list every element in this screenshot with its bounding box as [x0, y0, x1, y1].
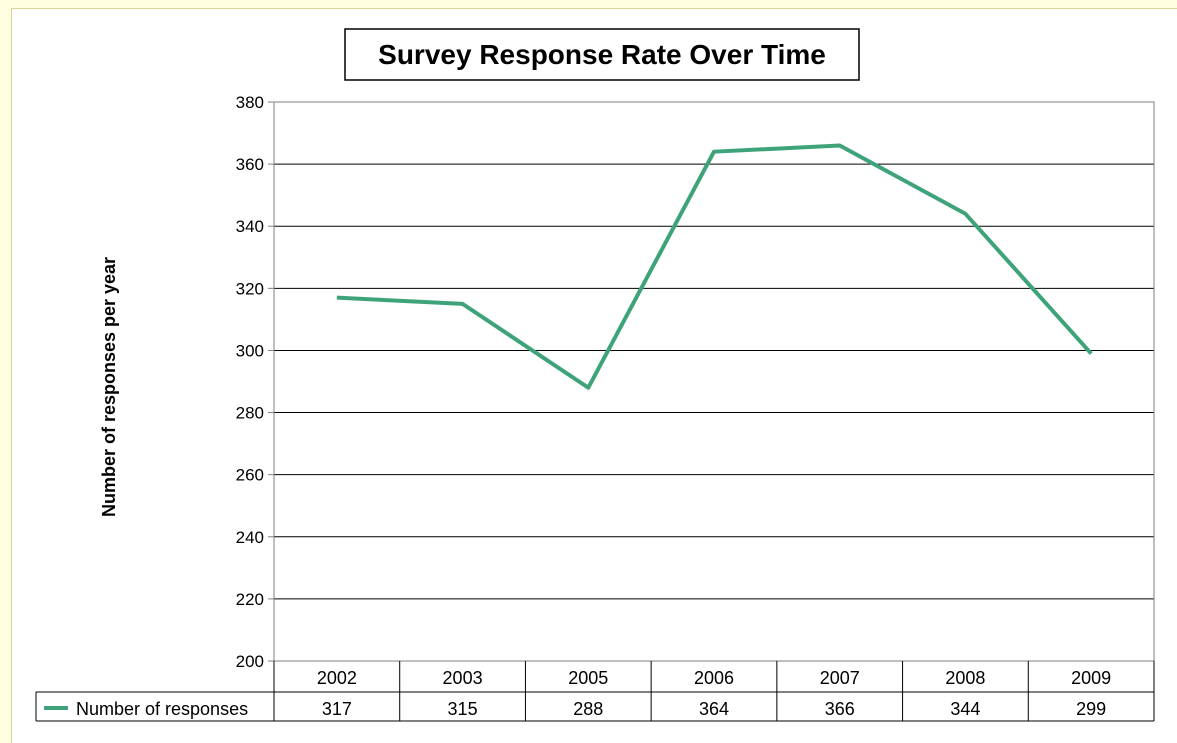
data-label: 315 — [448, 699, 478, 719]
x-tick-label: 2007 — [820, 668, 860, 688]
x-tick-label: 2005 — [568, 668, 608, 688]
data-label: 366 — [825, 699, 855, 719]
y-tick-label: 300 — [236, 341, 264, 360]
y-tick-labels: 200 220 240 260 280 300 320 340 360 380 — [236, 93, 264, 671]
y-tick-label: 320 — [236, 279, 264, 298]
y-axis-label: Number of responses per year — [99, 257, 119, 517]
x-tick-label: 2006 — [694, 668, 734, 688]
plot-area-border — [273, 101, 1155, 662]
chart-title: Survey Response Rate Over Time — [378, 39, 826, 70]
y-tick-label: 340 — [236, 217, 264, 236]
y-tick-label: 260 — [236, 466, 264, 485]
x-tick-label: 2003 — [443, 668, 483, 688]
gridlines — [268, 101, 1154, 662]
x-tick-label: 2009 — [1071, 668, 1111, 688]
data-label: 317 — [322, 699, 352, 719]
data-label: 344 — [950, 699, 980, 719]
y-tick-label: 360 — [236, 155, 264, 174]
series-layer — [336, 143, 1093, 390]
data-label: 364 — [699, 699, 729, 719]
x-tick-label: 2008 — [945, 668, 985, 688]
y-tick-label: 380 — [236, 93, 264, 112]
y-tick-label: 240 — [236, 528, 264, 547]
legend-label: Number of responses — [76, 699, 248, 719]
y-tick-label: 220 — [236, 590, 264, 609]
series-line — [336, 143, 1093, 390]
data-table: 2002 317 2003 315 2005 288 2006 364 2007 366 2008 3… — [35, 661, 1155, 722]
y-tick-label: 280 — [236, 404, 264, 423]
data-label: 299 — [1076, 699, 1106, 719]
chart-title-box — [344, 28, 860, 81]
chart-frame: Survey Response Rate Over Time Number of… — [11, 8, 1177, 743]
y-tick-label: 200 — [236, 652, 264, 671]
data-label: 288 — [573, 699, 603, 719]
line-chart: Survey Response Rate Over Time Number of… — [35, 28, 1155, 722]
x-tick-label: 2002 — [317, 668, 357, 688]
